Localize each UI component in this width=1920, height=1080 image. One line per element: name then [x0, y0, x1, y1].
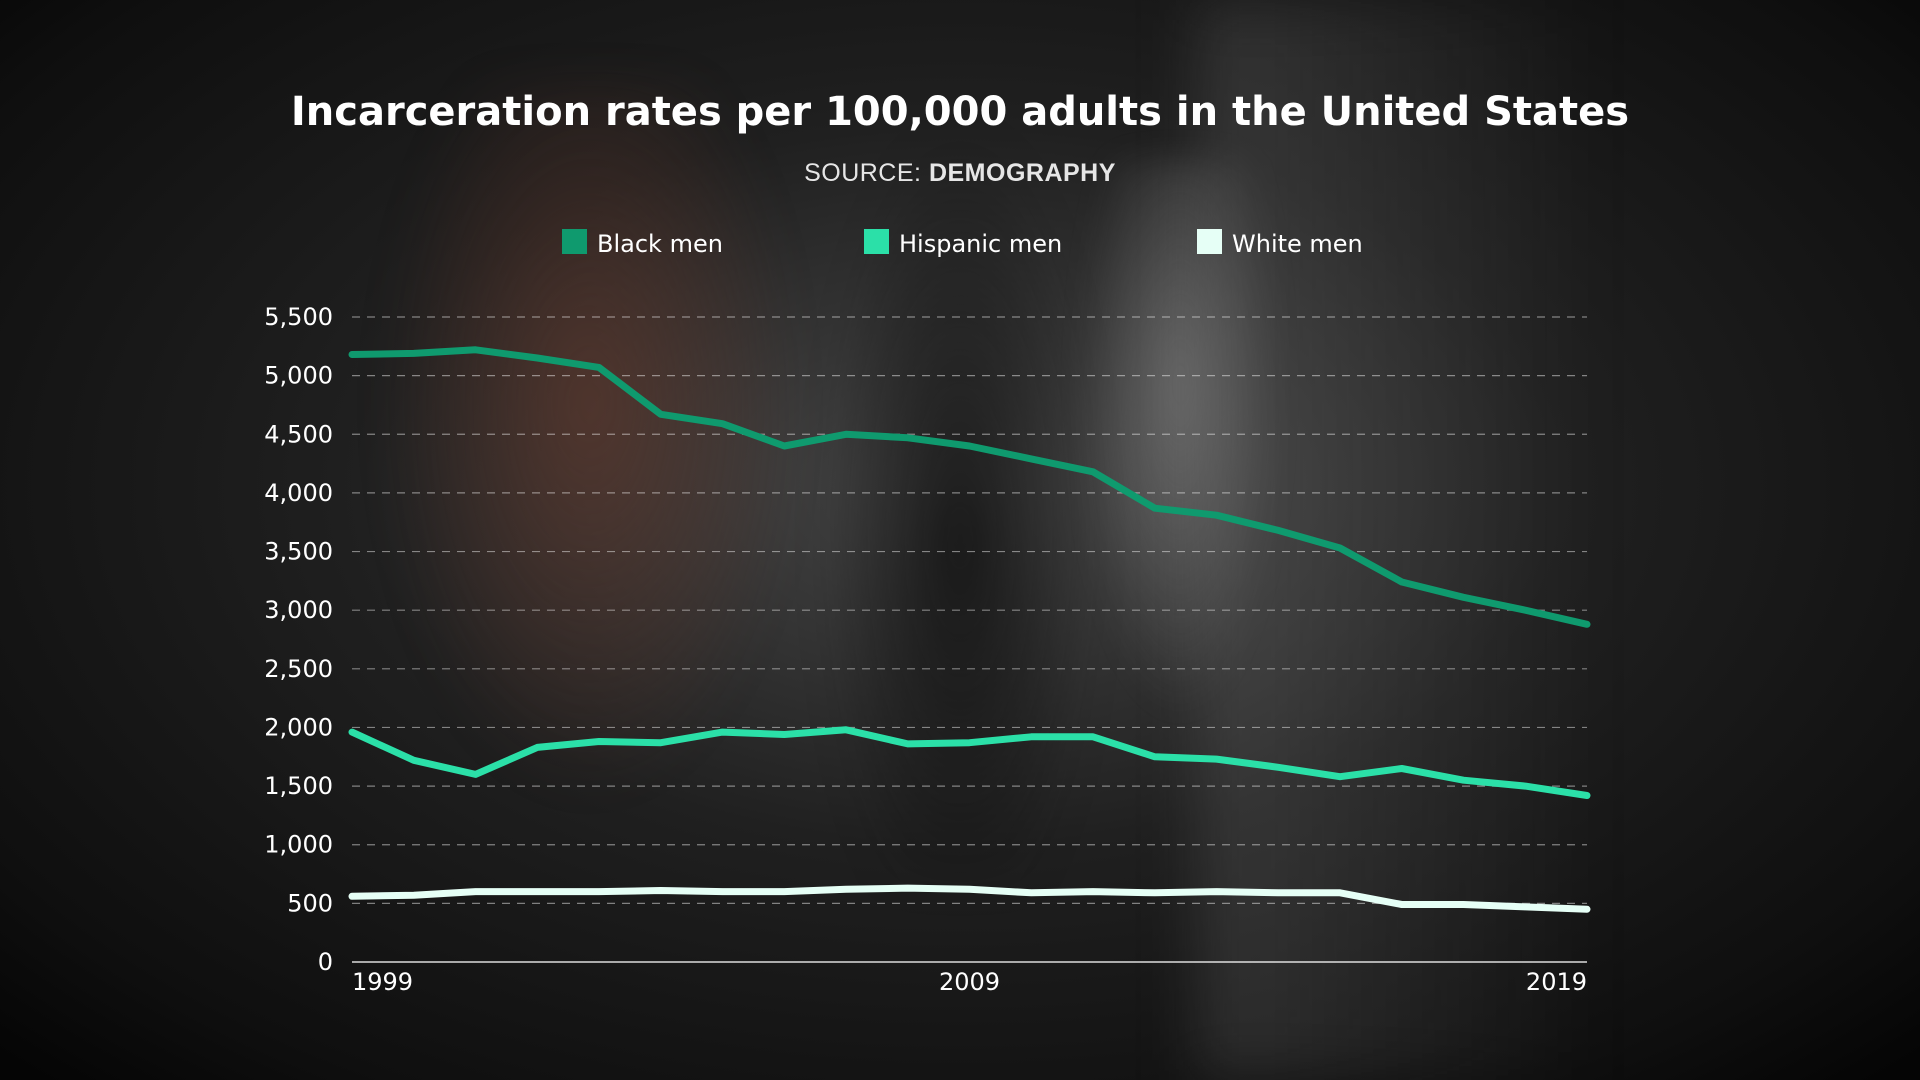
series-lines [348, 346, 1591, 913]
background-blur-figure-right [1080, 160, 1280, 720]
legend-swatch [1197, 229, 1222, 254]
chart-subtitle: SOURCE: DEMOGRAPHY [804, 159, 1116, 187]
x-axis-ticks: 1999 2009 2019 [352, 968, 1587, 996]
y-tick-label: 4,500 [264, 420, 333, 448]
legend-item-hispanic-men: Hispanic men [864, 229, 1062, 258]
series-line-black-men [348, 346, 1591, 628]
background-blur-wall [1200, 0, 1700, 1080]
y-tick-label: 5,500 [264, 303, 333, 331]
y-tick-label: 0 [318, 948, 333, 976]
y-tick-label: 1,500 [264, 772, 333, 800]
x-tick-label: 2009 [939, 968, 1000, 996]
legend-label: Black men [597, 230, 723, 258]
series-line-hispanic-men [348, 726, 1591, 799]
x-tick-label: 2019 [1526, 968, 1587, 996]
y-tick-label: 2,500 [264, 655, 333, 683]
x-tick-label: 1999 [352, 968, 413, 996]
y-tick-label: 500 [287, 889, 333, 917]
series-line-white-men [348, 884, 1591, 913]
legend-swatch [562, 229, 587, 254]
grid-lines [352, 316, 1587, 904]
legend-label: White men [1232, 230, 1363, 258]
legend-label: Hispanic men [899, 230, 1062, 258]
subtitle-source: DEMOGRAPHY [929, 159, 1116, 187]
y-tick-label: 3,000 [264, 596, 333, 624]
y-tick-label: 4,000 [264, 479, 333, 507]
subtitle-prefix: SOURCE: [804, 159, 929, 187]
y-axis-ticks: 0 500 1,000 1,500 2,000 2,500 3,000 3,500 4,000 4… [264, 303, 333, 976]
legend-item-black-men: Black men [562, 229, 723, 258]
y-tick-label: 3,500 [264, 538, 333, 566]
legend-item-white-men: White men [1197, 229, 1363, 258]
legend-swatch [864, 229, 889, 254]
background-blur-figure-left [380, 80, 800, 800]
chart-title: Incarceration rates per 100,000 adults i… [291, 89, 1629, 135]
y-tick-label: 2,000 [264, 713, 333, 741]
y-tick-label: 5,000 [264, 362, 333, 390]
chart-legend: Black men Hispanic men White men [562, 229, 1363, 258]
y-tick-label: 1,000 [264, 831, 333, 859]
